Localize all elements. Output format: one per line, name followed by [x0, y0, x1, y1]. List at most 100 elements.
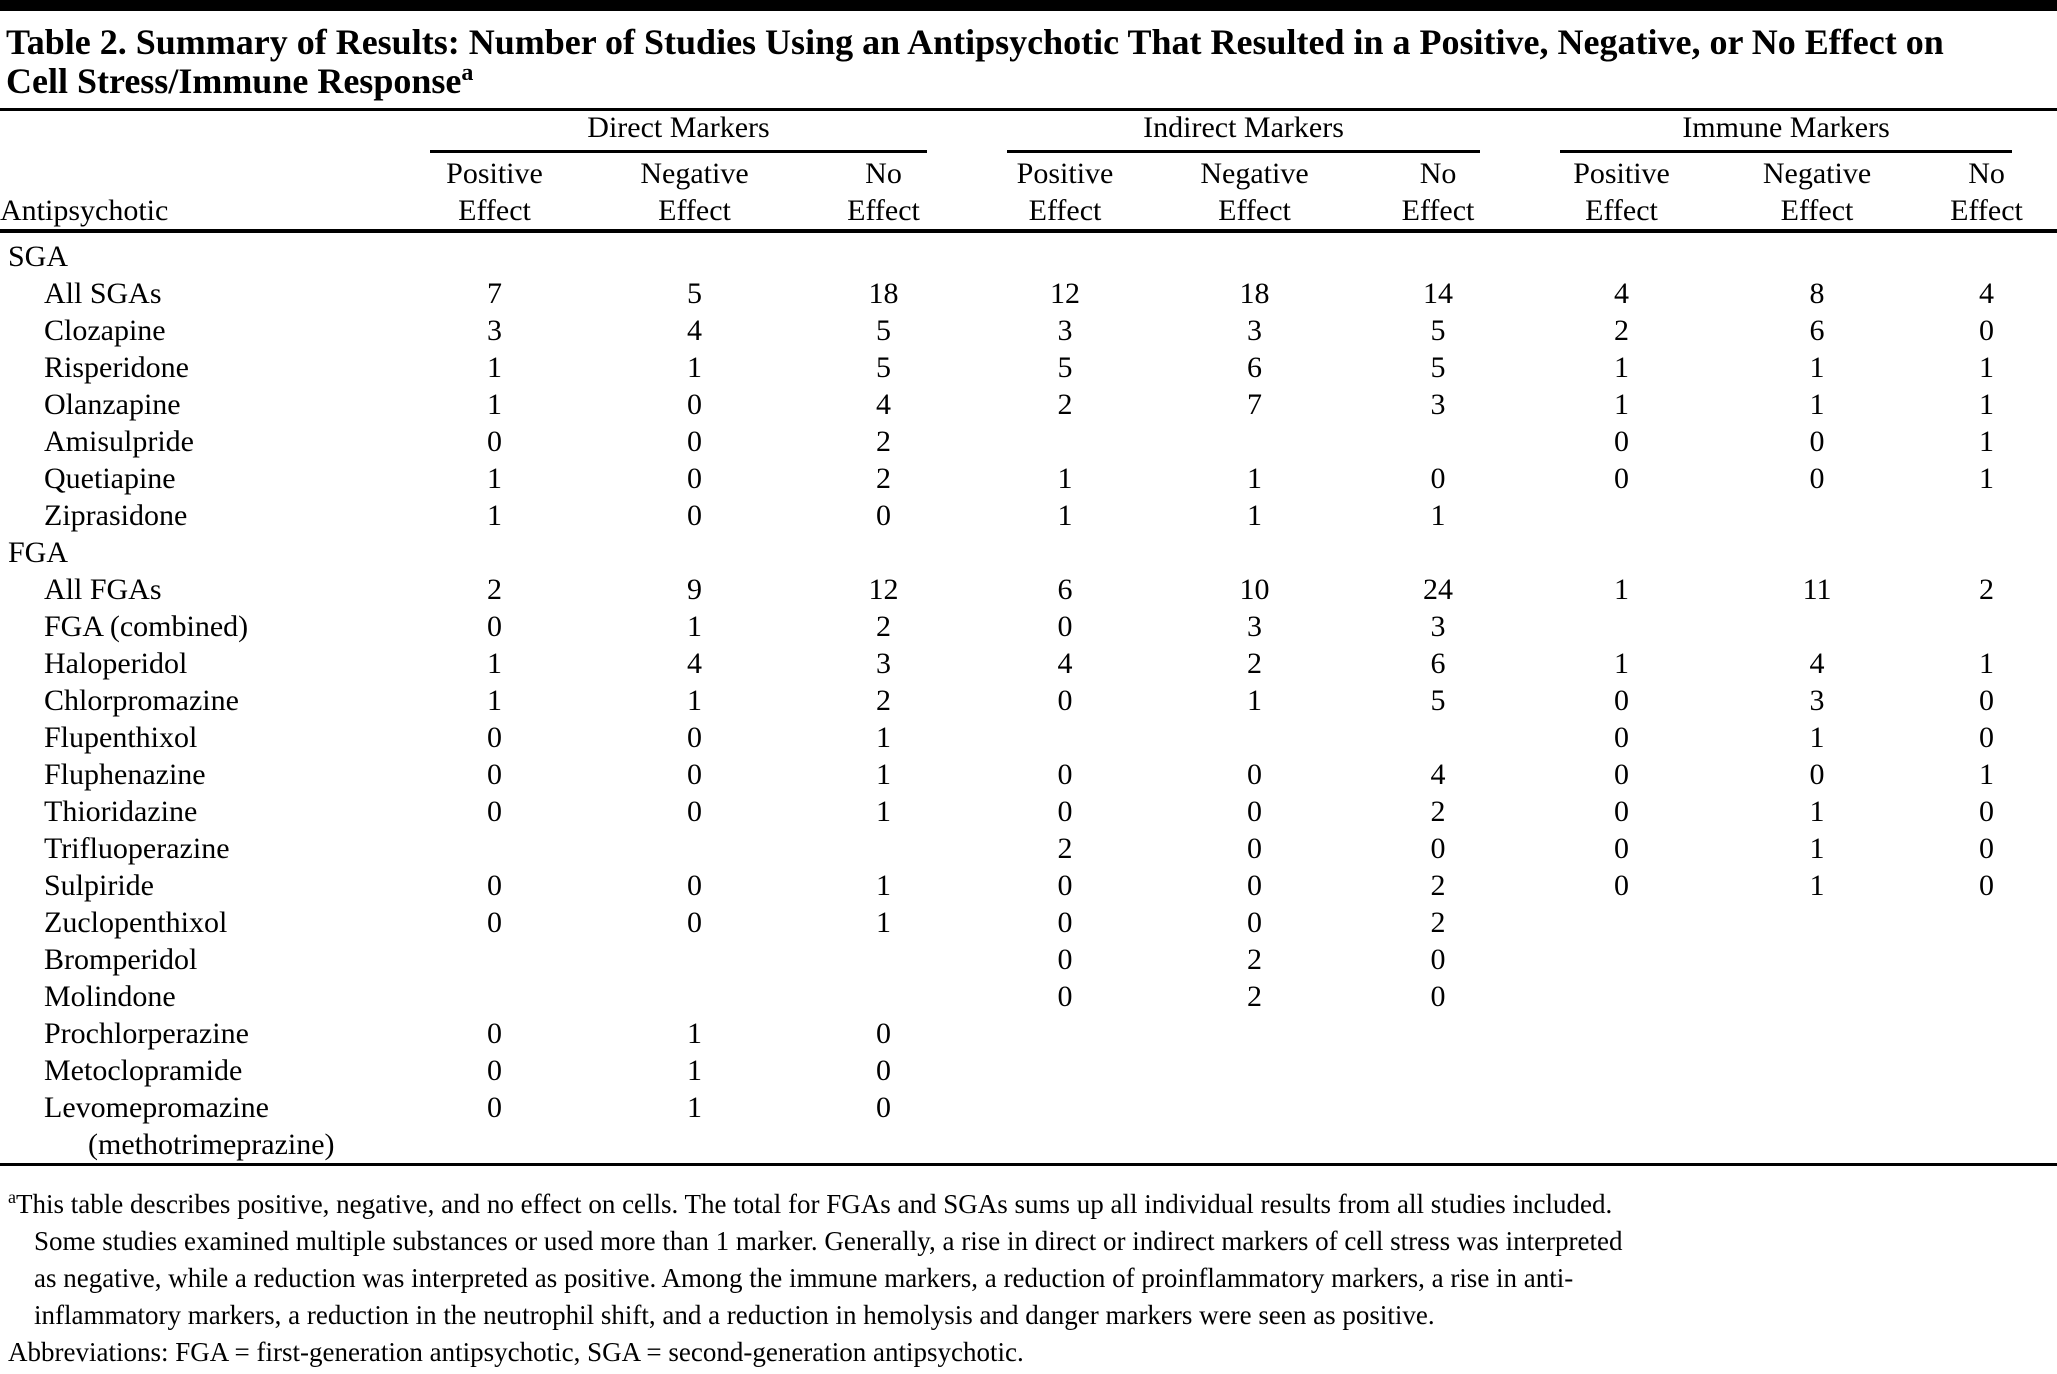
- row-label: FGA: [8, 536, 69, 569]
- cell-value: [1718, 534, 1916, 571]
- cell-value: 1: [1979, 462, 1995, 495]
- cell-value: [1351, 1015, 1525, 1052]
- cell-value: [1351, 423, 1525, 460]
- cell-value: 0: [1614, 795, 1630, 828]
- row-label: Prochlorperazine: [44, 1017, 249, 1050]
- cell-value: 1: [1809, 795, 1825, 828]
- cell-value: 1: [1614, 647, 1630, 680]
- cell-value: [972, 1089, 1158, 1163]
- cell-value: 4: [1430, 758, 1446, 791]
- header-direct-no-effect: No Effect: [795, 153, 973, 233]
- cell-value: [1158, 1015, 1351, 1052]
- row-label: Quetiapine: [44, 462, 176, 495]
- cell-value: [795, 978, 972, 1015]
- table-row: Metoclopramide 0 1 0: [0, 1052, 2057, 1089]
- cell-value: 6: [1809, 314, 1825, 347]
- cell-value: [1351, 534, 1525, 571]
- cell-value: 0: [1809, 425, 1825, 458]
- title-footnote-marker: a: [461, 60, 474, 86]
- cell-value: 6: [1057, 573, 1073, 606]
- cell-value: 0: [487, 906, 502, 939]
- cell-value: 1: [1247, 499, 1263, 532]
- cell-value: [1916, 1052, 2057, 1089]
- cell-value: 0: [1430, 462, 1446, 495]
- cell-value: 0: [1057, 684, 1073, 717]
- header-immune-no-effect: No Effect: [1916, 153, 2057, 233]
- row-label: Flupenthixol: [44, 721, 198, 754]
- table-row: Fluphenazine 0 0 1 0 0 4 0 0 1: [0, 756, 2057, 793]
- cell-value: [1525, 231, 1718, 275]
- cell-value: 2: [876, 610, 891, 643]
- cell-value: 0: [876, 1091, 891, 1124]
- cell-value: 0: [1614, 684, 1630, 717]
- cell-value: [1718, 1052, 1916, 1089]
- cell-value: 1: [1057, 462, 1073, 495]
- cell-value: 1: [687, 610, 702, 643]
- row-label: Levomepromazine (methotrimeprazine): [0, 1089, 395, 1163]
- cell-value: 0: [1057, 795, 1073, 828]
- cell-value: 1: [1614, 573, 1630, 606]
- cell-value: [972, 1015, 1158, 1052]
- cell-value: [972, 1052, 1158, 1089]
- cell-value: 6: [1247, 351, 1263, 384]
- table-row: All SGAs 7 5 18 12 18 14 4 8 4: [0, 275, 2057, 312]
- cell-value: 2: [1057, 832, 1073, 865]
- table-row: Zuclopenthixol 0 0 1 0 0 2: [0, 904, 2057, 941]
- cell-value: 1: [1809, 388, 1825, 421]
- table-row: Thioridazine 0 0 1 0 0 2 0 1 0: [0, 793, 2057, 830]
- cell-value: 4: [1057, 647, 1073, 680]
- cell-value: 0: [1614, 869, 1630, 902]
- row-label: Amisulpride: [44, 425, 194, 458]
- cell-value: 4: [687, 314, 702, 347]
- cell-value: 4: [1614, 277, 1630, 310]
- cell-value: 1: [1809, 351, 1825, 384]
- cell-value: [1158, 231, 1351, 275]
- table-row: All FGAs 2 9 12 6 10 24 1 11 2: [0, 571, 2057, 608]
- cell-value: [1718, 231, 1916, 275]
- cell-value: 0: [1979, 832, 1995, 865]
- cell-value: [1916, 1015, 2057, 1052]
- footnote-marker: a: [8, 1187, 16, 1207]
- cell-value: 2: [1614, 314, 1630, 347]
- row-label: Risperidone: [44, 351, 189, 384]
- row-label: Olanzapine: [44, 388, 181, 421]
- cell-value: 0: [1430, 943, 1446, 976]
- cell-value: 0: [487, 1091, 502, 1124]
- cell-value: [972, 534, 1158, 571]
- cell-value: 1: [1430, 499, 1446, 532]
- row-label: Clozapine: [44, 314, 166, 347]
- cell-value: 0: [487, 795, 502, 828]
- cell-value: [1525, 534, 1718, 571]
- cell-value: 1: [1809, 721, 1825, 754]
- cell-value: 2: [1247, 943, 1263, 976]
- cell-value: 1: [687, 684, 702, 717]
- cell-value: 4: [876, 388, 891, 421]
- header-indirect-positive-effect: Positive Effect: [972, 153, 1159, 233]
- cell-value: 3: [1247, 610, 1263, 643]
- cell-value: 0: [687, 906, 702, 939]
- cell-value: 7: [1247, 388, 1263, 421]
- cell-value: 1: [487, 499, 502, 532]
- row-label: Metoclopramide: [44, 1054, 243, 1087]
- cell-value: 1: [1247, 684, 1263, 717]
- cell-value: 0: [876, 1017, 891, 1050]
- cell-value: [972, 423, 1158, 460]
- cell-value: 0: [1247, 795, 1263, 828]
- column-group-row: Direct Markers Indirect Markers Immune M…: [0, 111, 2057, 153]
- row-label: Fluphenazine: [44, 758, 206, 791]
- cell-value: 0: [1247, 906, 1263, 939]
- cell-value: 0: [876, 1054, 891, 1087]
- cell-value: 0: [1979, 314, 1995, 347]
- cell-value: [594, 534, 795, 571]
- cell-value: [795, 941, 972, 978]
- cell-value: 1: [876, 758, 891, 791]
- cell-value: [1916, 534, 2057, 571]
- cell-value: 0: [1057, 943, 1073, 976]
- cell-value: [1525, 1052, 1718, 1089]
- cell-value: [1525, 608, 1718, 645]
- cell-value: 1: [1979, 758, 1995, 791]
- cell-value: [1916, 608, 2057, 645]
- cell-value: 0: [687, 721, 702, 754]
- cell-value: [594, 978, 795, 1015]
- footnote-a-line4: inflammatory markers, a reduction in the…: [34, 1300, 1435, 1330]
